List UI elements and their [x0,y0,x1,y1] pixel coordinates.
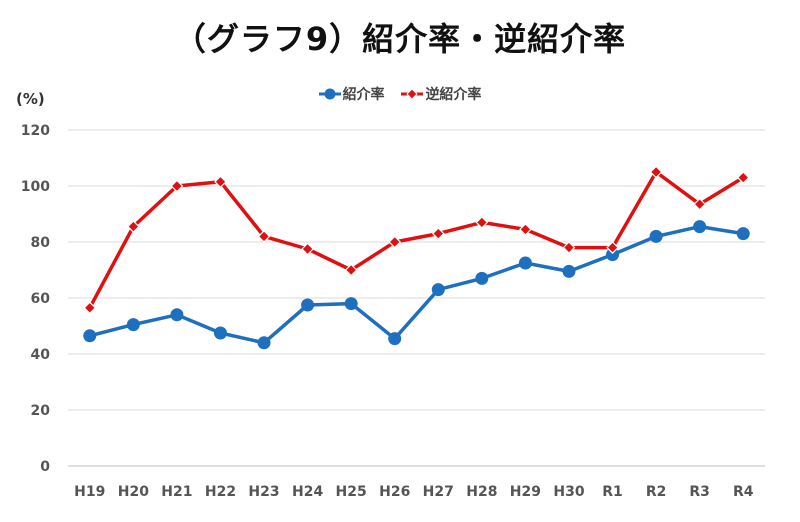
x-tick-label: H29 [510,484,541,500]
data-point-reverse-referral [214,175,227,189]
data-point-referral [257,336,271,350]
y-tick-label: 100 [21,179,50,195]
data-point-referral [213,326,227,340]
data-point-reverse-referral [83,301,97,315]
data-point-reverse-referral [736,171,750,184]
x-tick-label: H30 [553,484,584,500]
data-point-reverse-referral [301,242,314,256]
data-point-reverse-referral [344,263,358,277]
data-point-reverse-referral [475,216,489,229]
data-point-reverse-referral [431,227,445,240]
data-point-referral [475,271,489,285]
y-tick-label: 80 [31,235,51,251]
data-point-referral [693,220,707,234]
legend-marker-circle-icon [318,88,341,100]
data-point-referral [170,308,184,322]
y-tick-label: 40 [31,347,51,363]
data-point-referral [518,256,532,270]
x-tick-label: H23 [248,484,279,500]
legend-label-referral: 紹介率 [342,87,385,103]
y-tick-label: 60 [31,291,51,307]
data-point-reverse-referral [388,235,402,249]
data-point-referral [431,283,445,297]
x-tick-label: H26 [379,484,410,500]
legend-item-referral: 紹介率 [318,84,385,104]
x-tick-label: H22 [205,484,236,500]
legend: 紹介率 逆紹介率 [0,84,800,105]
data-point-reverse-referral [126,220,140,233]
data-point-referral [83,329,97,343]
data-point-reverse-referral [606,241,619,254]
x-tick-label: H25 [336,484,367,500]
x-tick-label: H24 [292,484,323,500]
x-tick-label: H28 [466,484,497,500]
legend-label-reverse-referral: 逆紹介率 [425,87,482,103]
data-point-reverse-referral [257,230,271,243]
y-tick-label: 20 [31,403,51,419]
data-point-referral [344,297,358,311]
y-tick-label: 0 [40,459,50,475]
x-tick-label: H21 [161,484,192,500]
data-point-referral [301,298,315,312]
x-tick-label: R1 [602,484,623,500]
data-point-reverse-referral [562,241,576,254]
data-point-reverse-referral [170,179,184,193]
x-tick-label: R3 [689,484,710,500]
y-axis-unit: (%) [16,90,45,108]
data-point-reverse-referral [649,165,663,179]
data-point-reverse-referral [693,197,707,211]
x-tick-label: R4 [733,484,754,500]
x-tick-label: H19 [74,484,105,500]
chart-title: （グラフ9）紹介率・逆紹介率 [173,20,627,58]
data-point-referral [736,227,750,241]
legend-item-reverse-referral: 逆紹介率 [401,84,481,104]
legend-marker-diamond-icon [401,88,424,100]
series-line-reverse-referral [88,170,745,309]
data-point-referral [562,264,576,278]
x-tick-label: H27 [423,484,454,500]
data-point-referral [649,229,663,243]
data-point-referral [126,318,140,332]
data-point-reverse-referral [519,223,532,236]
data-point-referral [388,332,402,346]
y-tick-label: 120 [21,123,50,139]
x-tick-label: H20 [118,484,149,500]
data-point-referral [606,248,620,262]
series-line-referral [89,224,744,345]
x-tick-label: R2 [646,484,667,500]
